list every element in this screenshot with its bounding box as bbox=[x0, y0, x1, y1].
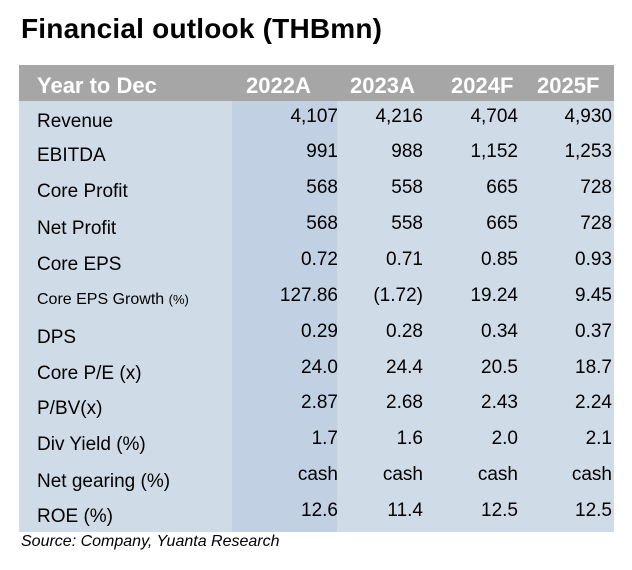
table-title: Financial outlook (THBmn) bbox=[21, 13, 383, 44]
row-label-text: Net gearing (%) bbox=[37, 471, 171, 492]
table-cell: 24.0 bbox=[301, 357, 338, 378]
table-cell: 558 bbox=[391, 213, 423, 234]
row-label-text: Net Profit bbox=[37, 218, 117, 239]
table-row: Revenue 4,107 4,216 4,704 4,930 bbox=[19, 104, 614, 140]
row-label-text: Core P/E (x) bbox=[37, 363, 142, 384]
table-cell: 4,930 bbox=[564, 106, 612, 127]
table-row: Core P/E (x) 24.0 24.4 20.5 18.7 bbox=[19, 355, 614, 391]
row-label: P/BV(x) bbox=[37, 398, 102, 420]
header-year-2025f: 2025F bbox=[537, 73, 600, 98]
table-cell: 568 bbox=[306, 213, 338, 234]
row-label: DPS bbox=[37, 327, 76, 349]
table-cell: 0.37 bbox=[575, 321, 612, 342]
table-cell: 127.86 bbox=[279, 285, 338, 306]
table-cell: 0.85 bbox=[481, 249, 518, 270]
header-year-2024f: 2024F bbox=[451, 73, 514, 98]
table-cell: 9.45 bbox=[575, 285, 612, 306]
table-cell: 1,152 bbox=[470, 141, 518, 162]
table-cell: 665 bbox=[486, 177, 518, 198]
row-label: ROE (%) bbox=[37, 506, 113, 528]
row-label: Revenue bbox=[37, 111, 113, 133]
table-cell: 4,216 bbox=[375, 106, 423, 127]
table-cell: 728 bbox=[580, 177, 612, 198]
row-label-text: ROE (%) bbox=[37, 506, 113, 527]
table-cell: 1.6 bbox=[396, 428, 423, 449]
table-row: Core Profit 568 558 665 728 bbox=[19, 175, 614, 211]
table-cell: 0.28 bbox=[386, 321, 423, 342]
row-label-text: DPS bbox=[37, 327, 77, 348]
row-label: Net gearing (%) bbox=[37, 471, 170, 493]
table-row: Div Yield (%) 1.7 1.6 2.0 2.1 bbox=[19, 426, 614, 462]
row-label-text: P/BV(x) bbox=[37, 398, 103, 419]
table-cell: 12.6 bbox=[301, 500, 338, 521]
table-cell: 1,253 bbox=[564, 141, 612, 162]
row-label-text: Core EPS Growth bbox=[37, 291, 165, 308]
table-cell: 11.4 bbox=[387, 500, 423, 521]
row-label: Core Profit bbox=[37, 181, 128, 203]
table-cell: (1.72) bbox=[373, 285, 423, 306]
table-cell: 4,107 bbox=[290, 106, 338, 127]
row-label-unit: (%) bbox=[168, 292, 189, 307]
financial-outlook-table: Year to Dec 2022A 2023A 2024F 2025F Reve… bbox=[19, 65, 614, 532]
table-cell: 0.29 bbox=[301, 321, 338, 342]
row-label: EBITDA bbox=[37, 145, 106, 167]
row-label: Core P/E (x) bbox=[37, 363, 142, 385]
table-cell: 2.24 bbox=[575, 392, 612, 413]
table-header-row: Year to Dec 2022A 2023A 2024F 2025F bbox=[19, 65, 614, 101]
row-label-text: Revenue bbox=[37, 111, 114, 132]
table-cell: 2.68 bbox=[386, 392, 423, 413]
table-cell: 0.93 bbox=[575, 249, 612, 270]
table-cell: 568 bbox=[306, 177, 338, 198]
table-row: Core EPS Growth (%) 127.86 (1.72) 19.24 9.45 bbox=[19, 283, 614, 319]
table-cell: 2.87 bbox=[301, 392, 338, 413]
table-cell: 0.71 bbox=[386, 249, 423, 270]
table-row: DPS 0.29 0.28 0.34 0.37 bbox=[19, 319, 614, 355]
header-year-label: Year to Dec bbox=[37, 73, 157, 98]
table-body: Revenue 4,107 4,216 4,704 4,930 EBITDA 991 988 1… bbox=[19, 101, 614, 532]
row-label: Core EPS Growth (%) bbox=[37, 291, 189, 309]
table-cell: cash bbox=[571, 464, 612, 485]
row-label-text: Core Profit bbox=[37, 181, 128, 202]
table-row: P/BV(x) 2.87 2.68 2.43 2.24 bbox=[19, 390, 614, 426]
table-row: ROE (%) 12.6 11.4 12.5 12.5 bbox=[19, 498, 614, 534]
table-cell: 2.43 bbox=[481, 392, 518, 413]
table-cell: 728 bbox=[580, 213, 612, 234]
row-label-text: Div Yield (%) bbox=[37, 434, 146, 455]
table-row: EBITDA 991 988 1,152 1,253 bbox=[19, 139, 614, 175]
highlight-column-2022a bbox=[232, 101, 337, 532]
row-label: Div Yield (%) bbox=[37, 434, 146, 456]
table-cell: 991 bbox=[306, 141, 338, 162]
table-cell: 24.4 bbox=[386, 357, 423, 378]
row-label: Core EPS bbox=[37, 254, 121, 276]
table-cell: 4,704 bbox=[470, 106, 518, 127]
table-cell: 19.24 bbox=[470, 285, 518, 306]
row-label: Net Profit bbox=[37, 218, 116, 240]
table-cell: 0.34 bbox=[481, 321, 518, 342]
table-row: Net gearing (%) cash cash cash cash bbox=[19, 462, 614, 498]
table-cell: 12.5 bbox=[575, 500, 612, 521]
row-label-text: EBITDA bbox=[37, 145, 106, 166]
row-label-text: Core EPS bbox=[37, 254, 122, 275]
table-cell: 1.7 bbox=[311, 428, 338, 449]
table-row: Core EPS 0.72 0.71 0.85 0.93 bbox=[19, 247, 614, 283]
table-cell: 20.5 bbox=[481, 357, 518, 378]
source-note: Source: Company, Yuanta Research bbox=[21, 533, 280, 550]
table-cell: 12.5 bbox=[481, 500, 518, 521]
table-cell: 988 bbox=[391, 141, 423, 162]
table-cell: 2.0 bbox=[491, 428, 518, 449]
header-year-2022a: 2022A bbox=[246, 73, 311, 98]
table-cell: 558 bbox=[391, 177, 423, 198]
table-row: Net Profit 568 558 665 728 bbox=[19, 211, 614, 247]
table-cell: 18.7 bbox=[575, 357, 612, 378]
header-year-2023a: 2023A bbox=[350, 73, 415, 98]
table-cell: 0.72 bbox=[301, 249, 338, 270]
table-cell: cash bbox=[297, 464, 338, 485]
table-cell: cash bbox=[382, 464, 423, 485]
table-cell: 2.1 bbox=[585, 428, 612, 449]
table-cell: cash bbox=[477, 464, 518, 485]
table-cell: 665 bbox=[486, 213, 518, 234]
